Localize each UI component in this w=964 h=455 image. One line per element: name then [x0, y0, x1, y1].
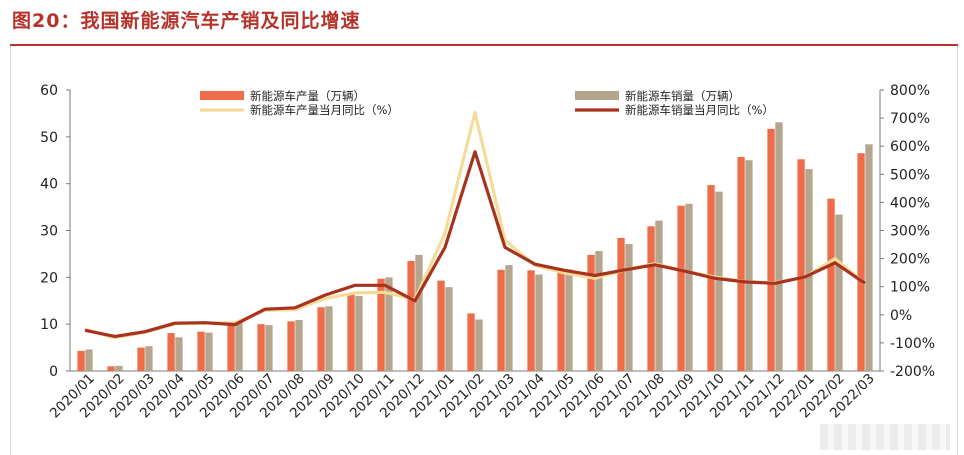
bar-sales	[205, 332, 213, 371]
bar-sales	[355, 296, 363, 371]
y-left-tick-label: 30	[40, 224, 58, 240]
bar-sales	[415, 254, 423, 371]
bar-sales	[775, 122, 783, 371]
legend-label: 新能源车产量当月同比（%）	[250, 103, 399, 117]
bar-sales	[535, 274, 543, 371]
figure-title: 图20：我国新能源汽车产销及同比增速	[12, 10, 361, 32]
bar-sales	[175, 337, 183, 371]
bar-production	[857, 153, 865, 371]
bar-production	[167, 333, 175, 371]
legend-label: 新能源车销量当月同比（%）	[625, 103, 774, 117]
watermark-blur	[820, 424, 950, 450]
legend-label: 新能源车销量（万辆）	[625, 89, 740, 103]
bar-sales	[265, 325, 273, 371]
bar-sales	[145, 346, 153, 371]
bar-production	[827, 198, 835, 371]
bar-sales	[715, 191, 723, 371]
y-right-tick-label: 500%	[890, 167, 930, 183]
y-right-tick-label: 0%	[890, 308, 912, 324]
bar-production	[527, 270, 535, 371]
bar-production	[407, 260, 415, 371]
bar-sales	[805, 169, 813, 371]
bar-production	[227, 323, 235, 371]
bar-production	[107, 366, 115, 371]
title-rule	[10, 44, 958, 46]
bar-sales	[865, 144, 873, 371]
bar-sales	[625, 244, 633, 371]
bar-production	[557, 270, 565, 371]
bar-sales	[325, 306, 333, 371]
y-left-tick-label: 10	[40, 317, 58, 333]
bar-production	[137, 347, 145, 371]
bar-production	[767, 128, 775, 371]
bar-production	[647, 226, 655, 371]
bar-sales	[85, 349, 93, 371]
frame-right-border	[957, 46, 958, 455]
frame-left-border	[10, 46, 11, 455]
bar-production	[617, 237, 625, 371]
y-right-tick-label: 100%	[890, 280, 930, 296]
bar-sales	[445, 287, 453, 371]
bar-sales	[475, 319, 483, 371]
bar-production	[737, 156, 745, 371]
bar-sales	[115, 365, 123, 371]
bar-sales	[385, 277, 393, 371]
bar-production	[347, 293, 355, 371]
y-right-tick-label: 400%	[890, 195, 930, 211]
bar-sales	[295, 319, 303, 371]
bar-production	[77, 350, 85, 371]
y-right-tick-label: 300%	[890, 224, 930, 240]
bar-sales	[835, 214, 843, 371]
y-left-tick-label: 0	[49, 364, 58, 380]
bar-sales	[235, 322, 243, 371]
legend-swatch	[575, 91, 619, 100]
bar-sales	[655, 220, 663, 371]
bar-sales	[745, 160, 753, 371]
bar-production	[497, 269, 505, 371]
bar-production	[797, 159, 805, 371]
legend-swatch	[200, 91, 244, 100]
bar-production	[587, 254, 595, 371]
bar-production	[437, 280, 445, 371]
y-left-tick-label: 20	[40, 270, 58, 286]
bar-production	[677, 205, 685, 371]
bar-production	[257, 324, 265, 371]
line-sales-yoy	[84, 150, 866, 338]
bar-production	[467, 313, 475, 371]
bar-sales	[685, 203, 693, 371]
y-left-tick-label: 40	[40, 177, 58, 193]
y-right-tick-label: 200%	[890, 252, 930, 268]
y-right-tick-label: -100%	[890, 336, 935, 352]
bar-sales	[595, 251, 603, 371]
bar-production	[287, 321, 295, 371]
bar-production	[377, 278, 385, 371]
bar-production	[197, 331, 205, 371]
y-right-tick-label: 700%	[890, 111, 930, 127]
y-left-tick-label: 60	[40, 83, 58, 99]
y-right-tick-label: 800%	[890, 83, 930, 99]
bar-sales	[565, 269, 573, 371]
bar-sales	[505, 265, 513, 371]
y-left-tick-label: 50	[40, 130, 58, 146]
y-right-tick-label: 600%	[890, 139, 930, 155]
y-right-tick-label: -200%	[890, 364, 935, 380]
legend-label: 新能源车产量（万辆）	[250, 89, 365, 103]
bar-production	[317, 307, 325, 371]
